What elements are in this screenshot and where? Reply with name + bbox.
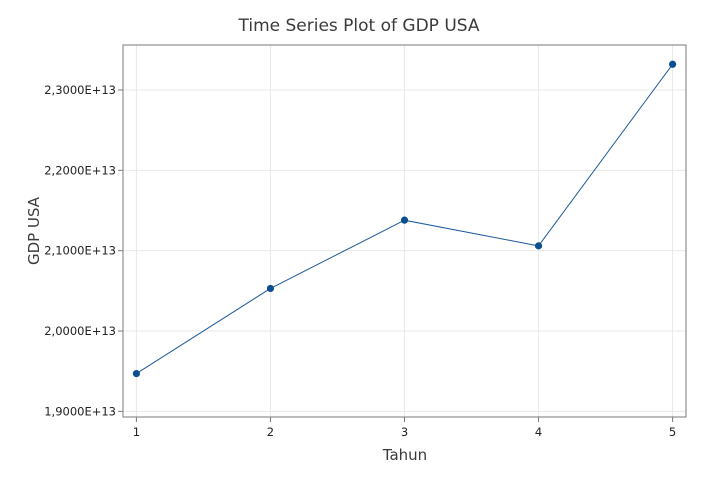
x-tick-label: 1 bbox=[133, 425, 140, 439]
x-tick-label: 2 bbox=[267, 425, 274, 439]
y-tick-label: 1,9000E+13 bbox=[44, 404, 116, 418]
y-axis-label: GDP USA bbox=[25, 196, 43, 265]
gridlines bbox=[123, 45, 686, 417]
series-group bbox=[132, 60, 677, 378]
y-tick-label: 2,1000E+13 bbox=[44, 244, 116, 258]
data-point bbox=[132, 370, 141, 378]
y-axis-ticks: 1,9000E+13 2,0000E+13 2,1000E+13 2,2000E+13… bbox=[44, 83, 123, 418]
x-axis-ticks: 1 2 3 4 5 bbox=[133, 417, 676, 439]
x-tick-label: 4 bbox=[535, 425, 542, 439]
chart-title: Time Series Plot of GDP USA bbox=[237, 16, 479, 36]
y-tick-label: 2,0000E+13 bbox=[44, 324, 116, 338]
y-tick-label: 2,2000E+13 bbox=[44, 163, 116, 177]
data-point bbox=[668, 60, 677, 68]
x-tick-label: 5 bbox=[669, 425, 676, 439]
data-point bbox=[266, 284, 275, 293]
x-tick-label: 3 bbox=[401, 425, 408, 439]
data-point bbox=[534, 242, 543, 250]
y-tick-label: 2,3000E+13 bbox=[44, 83, 116, 97]
data-point bbox=[400, 216, 409, 224]
x-axis-label: Tahun bbox=[382, 446, 427, 464]
